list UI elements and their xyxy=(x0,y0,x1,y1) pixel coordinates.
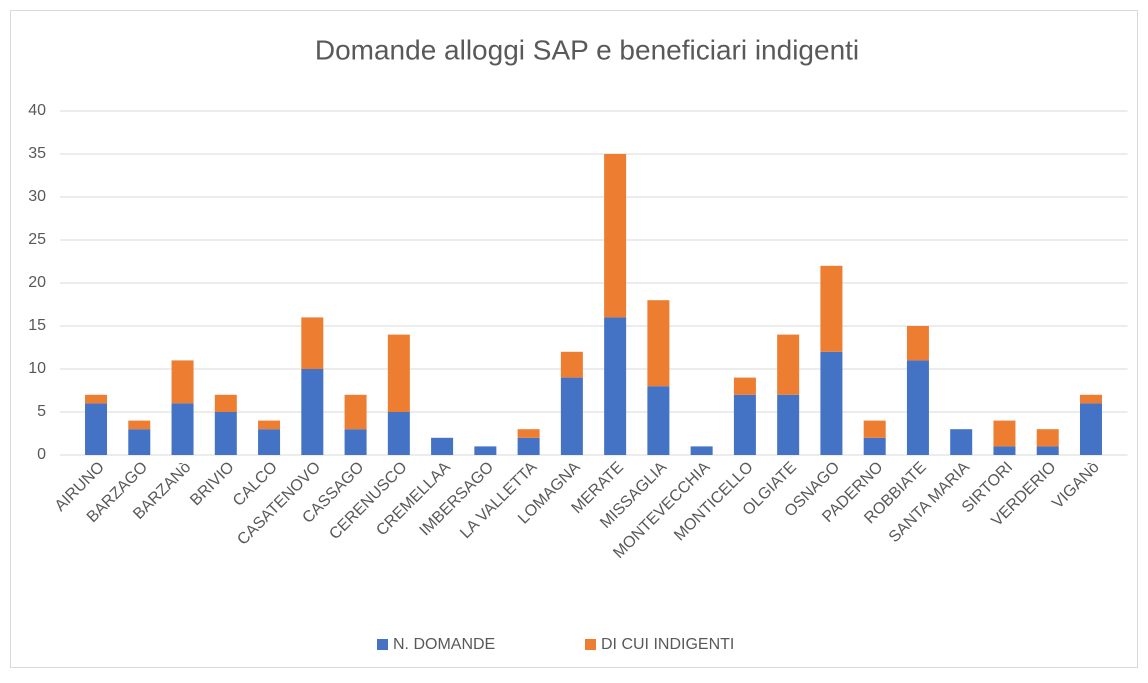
y-tick-label: 15 xyxy=(28,317,46,334)
bar-segment xyxy=(733,377,756,395)
bar-segment xyxy=(906,360,929,455)
y-tick-label: 5 xyxy=(37,403,46,420)
bar-segment xyxy=(647,386,670,455)
bar-segment xyxy=(604,317,627,455)
legend-swatch xyxy=(585,639,596,650)
bar-segment xyxy=(777,334,800,395)
bar-segment xyxy=(387,412,410,455)
bar-segment xyxy=(431,437,454,455)
bar-segment xyxy=(387,334,410,412)
legend-swatch xyxy=(377,639,388,650)
bar-segment xyxy=(993,420,1016,447)
bar-segment xyxy=(214,412,237,455)
bar-segment xyxy=(993,446,1016,455)
bar-segment xyxy=(214,394,237,412)
chart-border xyxy=(10,10,1138,668)
bar-segment xyxy=(560,351,583,378)
bar-segment xyxy=(517,429,540,438)
y-tick-label: 10 xyxy=(28,360,46,377)
y-tick-label: 25 xyxy=(28,231,46,248)
bar-segment xyxy=(863,420,886,438)
bar-segment xyxy=(258,429,281,455)
bar-segment xyxy=(1079,403,1102,455)
bar-segment xyxy=(820,351,843,455)
bar-segment xyxy=(560,377,583,455)
y-tick-label: 30 xyxy=(28,188,46,205)
bar-segment xyxy=(863,437,886,455)
bar-segment xyxy=(171,360,194,404)
bar-segment xyxy=(258,420,281,430)
y-tick-label: 0 xyxy=(37,446,46,463)
bar-segment xyxy=(733,394,756,455)
bar-segment xyxy=(128,420,151,430)
bar-segment xyxy=(171,403,194,455)
bar-segment xyxy=(647,300,670,387)
legend-label: N. DOMANDE xyxy=(393,636,495,653)
bar-segment xyxy=(344,429,367,455)
bar-segment xyxy=(474,446,497,455)
bar-segment xyxy=(777,394,800,455)
y-tick-label: 20 xyxy=(28,274,46,291)
bar-segment xyxy=(128,429,151,455)
bar-segment xyxy=(301,317,324,369)
legend-label: DI CUI INDIGENTI xyxy=(601,636,734,653)
bar-segment xyxy=(85,403,108,455)
y-tick-label: 40 xyxy=(28,102,46,119)
bar-segment xyxy=(906,326,929,361)
bar-segment xyxy=(517,437,540,455)
bar-segment xyxy=(1036,429,1059,447)
bar-segment xyxy=(950,429,973,455)
bar-segment xyxy=(301,369,324,455)
bar-segment xyxy=(604,154,627,318)
bar-segment xyxy=(85,394,108,404)
y-tick-label: 35 xyxy=(28,145,46,162)
bar-segment xyxy=(820,265,843,352)
bar-segment xyxy=(1036,446,1059,455)
bar-segment xyxy=(690,446,713,455)
bar-segment xyxy=(344,394,367,430)
bar-segment xyxy=(1079,394,1102,404)
chart-title: Domande alloggi SAP e beneficiari indige… xyxy=(315,34,859,65)
